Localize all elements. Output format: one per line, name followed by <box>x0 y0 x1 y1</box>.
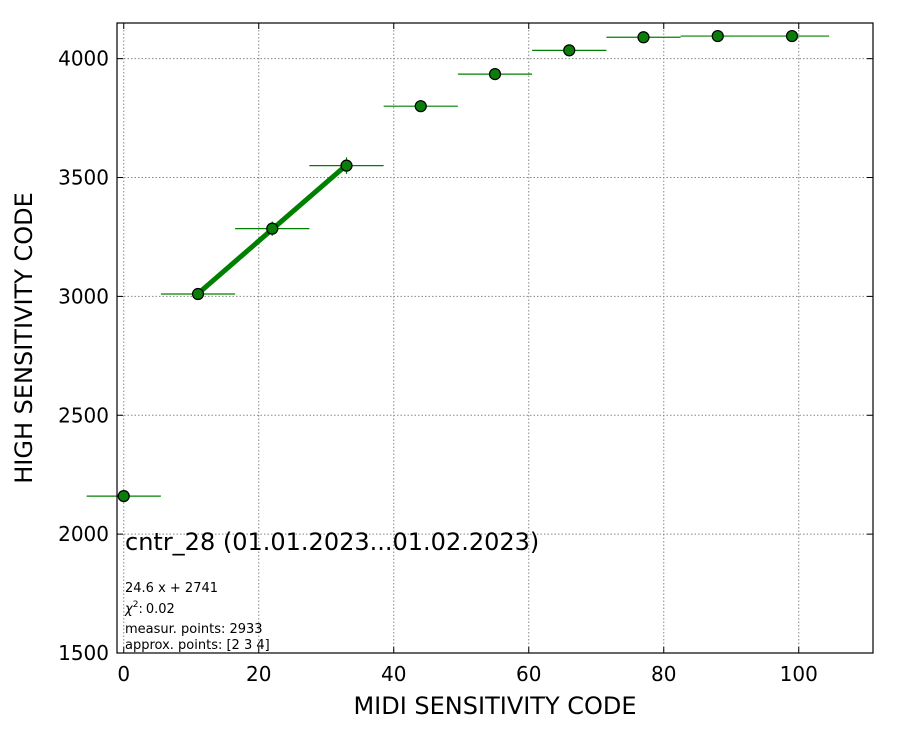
y-error-bars <box>123 34 793 498</box>
x-tick-label: 20 <box>246 662 271 686</box>
y-tick-label: 1500 <box>58 641 109 665</box>
x-tick-label: 100 <box>780 662 818 686</box>
y-tick-label: 3500 <box>58 166 109 190</box>
y-tick-label: 3000 <box>58 284 109 308</box>
data-point <box>266 222 279 235</box>
fit-equation: 24.6 x + 2741 <box>125 581 218 596</box>
y-axis-label: HIGH SENSITIVITY CODE <box>10 192 38 484</box>
chi2-annotation: χ2: 0.02 <box>124 600 175 617</box>
y-tick-label: 4000 <box>58 47 109 71</box>
y-tick-label: 2000 <box>58 522 109 546</box>
approx-points: approx. points: [2 3 4] <box>125 638 270 653</box>
chi2-power: 2 <box>133 600 139 610</box>
data-point <box>488 68 502 81</box>
chart-annotation-title: cntr_28 (01.01.2023...01.02.2023) <box>125 528 539 556</box>
data-point <box>117 489 130 503</box>
chi2-value: 0.02 <box>146 602 175 617</box>
x-tick-label: 60 <box>516 662 541 686</box>
data-point <box>563 44 576 57</box>
data-point <box>711 29 724 43</box>
x-axis-label: MIDI SENSITIVITY CODE <box>353 692 636 720</box>
x-axis-ticks: 0 20 40 60 80 100 <box>117 23 818 686</box>
y-axis-ticks: 1500 2000 2500 3000 3500 4000 <box>58 47 873 665</box>
chi2-symbol: χ <box>124 602 134 617</box>
x-tick-label: 0 <box>117 662 130 686</box>
plot-frame <box>116 22 874 654</box>
data-point <box>785 29 799 43</box>
data-points <box>117 29 799 503</box>
grid <box>117 23 873 654</box>
x-error-bars <box>86 35 830 497</box>
data-point <box>340 159 353 172</box>
x-tick-label: 40 <box>381 662 406 686</box>
data-point <box>191 287 205 301</box>
chi2-separator: : <box>138 602 142 617</box>
measurement-points: measur. points: 2933 <box>125 622 263 637</box>
data-point <box>414 100 427 113</box>
data-point <box>637 31 650 44</box>
y-tick-label: 2500 <box>58 403 109 427</box>
x-tick-label: 80 <box>651 662 676 686</box>
